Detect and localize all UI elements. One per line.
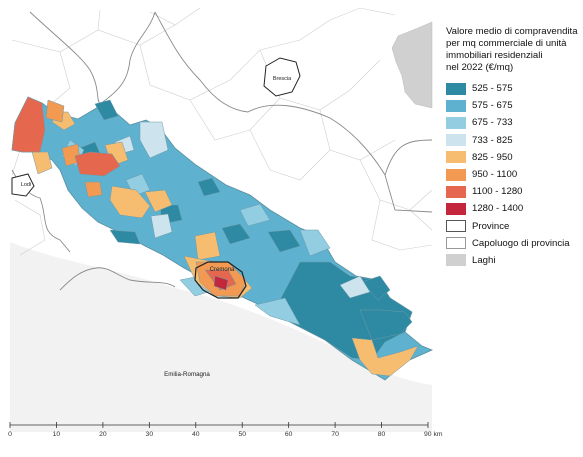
scale-tick-label: 0 (8, 431, 12, 438)
area-825-950 (194, 231, 221, 261)
area-525-575 (361, 275, 391, 301)
scale-tick-label: 40 (192, 431, 200, 438)
area-675-733 (299, 229, 331, 257)
legend-title-line: immobiliari residenziali (446, 50, 543, 61)
legend-title-line: nel 2022 (€/mq) (446, 62, 514, 73)
area-1100-1280 (11, 96, 46, 153)
legend-swatch (446, 220, 466, 233)
scale-tick-label: 70 (331, 431, 339, 438)
legend-label: 1100 - 1280 (472, 186, 523, 198)
legend-swatch (446, 168, 466, 181)
emilia-romagna-area (10, 242, 432, 432)
area-675-733 (239, 203, 271, 227)
legend-other-0: Province (446, 218, 578, 235)
legend-class-4: 825 - 950 (446, 149, 578, 166)
legend-title-line: per mq commerciale di unità (446, 38, 567, 49)
municipalities (11, 96, 419, 377)
area-825-950 (351, 337, 419, 377)
area-525-575 (197, 177, 221, 197)
legend-label: Laghi (472, 254, 496, 266)
legend-title-line: Valore medio di compravendita (446, 26, 578, 37)
legend-swatch (446, 99, 466, 112)
cremona-label: Cremona (210, 267, 235, 273)
legend-swatch (446, 151, 466, 164)
legend-class-7: 1280 - 1400 (446, 200, 578, 217)
lodi-label: Lodi (21, 182, 31, 188)
scale-tick-label: 30 (146, 431, 154, 438)
legend-label: 575 - 675 (472, 100, 513, 112)
emilia-romagna-label: Emilia-Romagna (164, 371, 210, 378)
scale-bar: 0 10 20 30 40 50 60 70 80 90 km (8, 422, 443, 438)
scale-tick-label: 10 (53, 431, 61, 438)
legend-items: 525 - 575 575 - 675 675 - 733 733 - 825 825 … (446, 80, 578, 269)
legend-label: 950 - 1100 (472, 169, 518, 181)
area-825-950 (144, 189, 173, 213)
legend: Valore medio di compravendita per mq com… (446, 26, 578, 269)
legend-class-1: 575 - 675 (446, 97, 578, 114)
legend-class-3: 733 - 825 (446, 132, 578, 149)
legend-other-1: Capoluogo di provincia (446, 235, 578, 252)
area-1280-1400 (213, 275, 229, 291)
area-950-1100 (45, 99, 65, 123)
legend-swatch (446, 82, 466, 95)
lodi-city (11, 173, 35, 197)
legend-swatch (446, 237, 466, 250)
legend-label: 825 - 950 (472, 151, 513, 163)
scale-tick-label: 90 km (424, 431, 443, 438)
legend-class-5: 950 - 1100 (446, 166, 578, 183)
legend-swatch (446, 116, 466, 129)
area-675-733 (254, 297, 301, 326)
area-525-575 (109, 229, 141, 245)
legend-class-6: 1100 - 1280 (446, 183, 578, 200)
scale-tick-label: 50 (238, 431, 246, 438)
area-525-575 (267, 229, 301, 253)
legend-swatch (446, 134, 466, 147)
legend-label: Capoluogo di provincia (472, 237, 570, 249)
area-525-575 (94, 99, 119, 121)
legend-class-0: 525 - 575 (446, 80, 578, 97)
lake (391, 21, 433, 109)
area-733-825 (339, 275, 371, 299)
area-733-825 (139, 121, 169, 159)
area-825-950 (31, 151, 53, 175)
legend-label: 733 - 825 (472, 134, 513, 146)
legend-other-2: Laghi (446, 252, 578, 269)
legend-swatch (446, 202, 466, 215)
legend-class-2: 675 - 733 (446, 114, 578, 131)
area-525-575 (221, 223, 251, 245)
cremona-city (194, 261, 247, 299)
legend-swatch (446, 185, 466, 198)
legend-title: Valore medio di compravendita per mq com… (446, 26, 578, 74)
scale-tick-label: 60 (285, 431, 293, 438)
legend-label: Province (472, 220, 510, 232)
area-733-825 (150, 213, 173, 239)
scale-tick-label: 80 (378, 431, 386, 438)
area-825-950 (109, 185, 151, 219)
brescia-city (263, 57, 301, 97)
legend-label: 675 - 733 (472, 117, 513, 129)
legend-swatch (446, 254, 466, 267)
legend-label: 525 - 575 (472, 83, 513, 95)
legend-label: 1280 - 1400 (472, 203, 524, 215)
municipal-boundaries (11, 7, 433, 256)
scale-tick-label: 20 (99, 431, 107, 438)
brescia-label: Brescia (273, 76, 292, 82)
area-950-1100 (84, 181, 103, 198)
area-1100-1280 (74, 151, 121, 177)
